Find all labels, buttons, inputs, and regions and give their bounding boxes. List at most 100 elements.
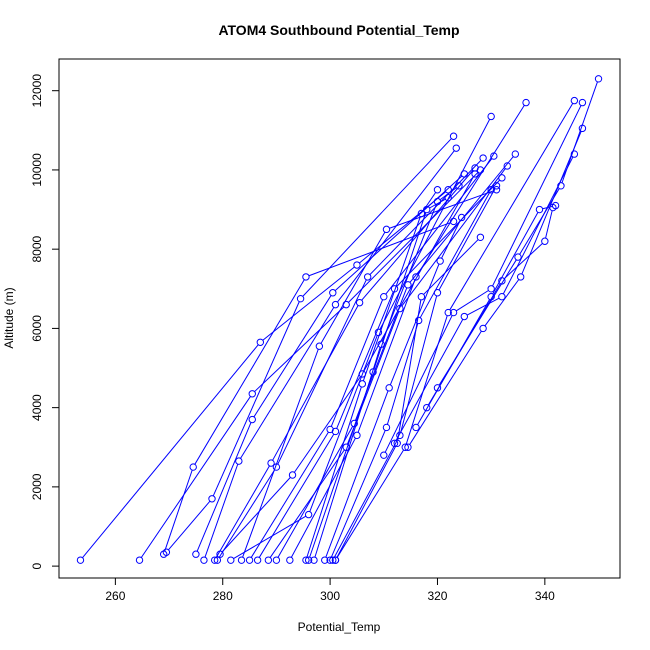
series-16	[286, 98, 530, 564]
data-point	[310, 556, 318, 564]
series-line-segment	[361, 170, 474, 301]
series-line-segment	[422, 192, 437, 212]
data-point	[302, 273, 310, 281]
data-point	[444, 308, 452, 317]
data-point	[380, 451, 388, 459]
series-12	[245, 152, 498, 564]
data-point	[377, 340, 385, 348]
data-point	[380, 293, 388, 301]
series-line-segment	[385, 158, 493, 295]
data-point	[433, 186, 442, 194]
series-14	[264, 162, 511, 564]
data-point	[460, 312, 469, 321]
data-point	[302, 556, 310, 564]
data-point	[213, 556, 222, 564]
series-line-segment	[336, 449, 405, 558]
data-point	[374, 328, 383, 337]
data-point	[264, 556, 273, 564]
series-line-segment	[333, 437, 399, 558]
series-line-segment	[484, 279, 520, 327]
series-line-segment	[503, 243, 543, 280]
data-point	[162, 548, 171, 556]
series-line-segment	[389, 190, 494, 229]
series-line-segment	[242, 349, 319, 558]
data-point	[549, 203, 557, 212]
series-line-segment	[254, 306, 345, 392]
series-line-segment	[397, 299, 422, 441]
series-line-segment	[561, 81, 598, 183]
series-line-segment	[168, 500, 211, 551]
data-point	[414, 316, 423, 325]
data-point	[200, 556, 208, 564]
data-point	[331, 556, 340, 564]
series-27	[404, 124, 587, 451]
data-point	[210, 556, 219, 564]
data-point	[511, 150, 520, 158]
data-point	[417, 293, 426, 301]
series-29	[423, 203, 557, 412]
data-point	[256, 338, 265, 346]
data-point	[487, 285, 495, 293]
data-point	[471, 170, 479, 178]
data-point	[498, 293, 506, 301]
data-point	[487, 112, 495, 121]
data-point	[401, 443, 409, 451]
data-point	[417, 209, 426, 218]
series-line-segment	[336, 291, 394, 429]
series-17	[302, 186, 442, 564]
y-tick-label: 8000	[30, 235, 44, 262]
series-line-segment	[212, 301, 300, 497]
x-tick-label: 280	[213, 589, 233, 603]
data-point	[304, 510, 313, 519]
data-point	[331, 300, 340, 309]
data-point	[329, 289, 337, 297]
x-tick-label: 300	[320, 589, 340, 603]
series-line-segment	[325, 390, 389, 558]
series-line-segment	[439, 187, 457, 201]
series-line-segment	[277, 279, 367, 465]
data-point	[449, 132, 458, 140]
series-line-segment	[250, 431, 329, 558]
data-point	[296, 294, 305, 303]
x-tick-label: 340	[535, 589, 555, 603]
y-tick-label: 10000	[30, 153, 44, 187]
plot-area	[76, 75, 603, 564]
data-point	[192, 550, 200, 558]
series-line-segment	[253, 295, 332, 418]
series-30	[433, 75, 603, 392]
series-line-segment	[409, 330, 482, 445]
series-3	[159, 217, 458, 558]
series-13	[253, 174, 506, 564]
data-point	[433, 384, 442, 392]
series-line-segment	[320, 231, 386, 344]
series-line-segment	[400, 295, 438, 433]
data-point	[286, 556, 294, 564]
data-point	[423, 403, 431, 412]
y-tick-label: 2000	[30, 473, 44, 500]
series-line-segment	[215, 465, 270, 558]
x-tick-label: 260	[105, 589, 125, 603]
data-point	[248, 390, 256, 398]
y-tick-label: 0	[30, 562, 44, 569]
series-line-segment	[373, 212, 427, 370]
series-line-segment	[492, 105, 582, 287]
data-point	[245, 556, 254, 564]
series-line-segment	[262, 266, 355, 341]
x-axis-label: Potential_Temp	[298, 620, 381, 634]
series-line-segment	[269, 449, 345, 558]
series-line-segment	[395, 319, 464, 441]
series-line-segment	[306, 386, 362, 558]
data-point	[267, 459, 275, 467]
data-point	[436, 257, 444, 265]
series-19	[310, 182, 463, 564]
series-25	[380, 98, 587, 459]
series-line-segment	[492, 212, 539, 295]
data-point	[353, 261, 361, 269]
data-point	[272, 556, 281, 564]
data-point	[570, 150, 579, 158]
data-point	[412, 273, 420, 281]
y-tick-label: 12000	[30, 74, 44, 108]
data-point	[514, 253, 522, 261]
data-point	[541, 237, 549, 245]
